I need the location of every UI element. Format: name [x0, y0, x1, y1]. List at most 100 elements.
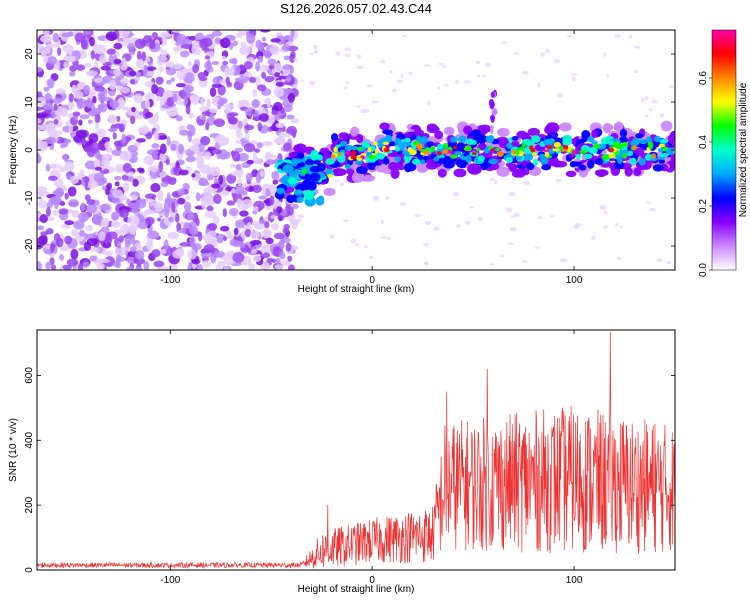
noise-blob [122, 106, 131, 111]
signal-blob [367, 146, 372, 153]
noise-blob [120, 223, 130, 235]
signal-blob [633, 167, 642, 177]
noise-blob [268, 64, 275, 70]
noise-blob [248, 76, 257, 83]
noise-blob [132, 178, 139, 187]
noise-blob [127, 144, 139, 153]
faint-blob [646, 201, 652, 204]
noise-blob [203, 244, 215, 253]
faint-blob [616, 256, 622, 260]
signal-blob [373, 141, 378, 146]
noise-blob [177, 188, 185, 197]
noise-blob [113, 68, 121, 77]
noise-blob [52, 97, 62, 105]
signal-blob [485, 135, 494, 143]
noise-blob [119, 30, 130, 38]
noise-blob [196, 158, 205, 168]
signal-blob [603, 124, 614, 132]
signal-blob [420, 159, 426, 165]
noise-blob [254, 148, 261, 153]
signal-blob [383, 157, 390, 165]
signal-blob [545, 138, 555, 146]
noise-blob [69, 175, 79, 185]
noise-blob [286, 125, 297, 136]
noise-blob [157, 266, 170, 270]
noise-blob [62, 264, 73, 270]
noise-blob [93, 158, 101, 168]
noise-blob [158, 161, 164, 172]
noise-blob [101, 185, 107, 191]
noise-blob [209, 112, 215, 119]
noise-blob [136, 138, 146, 143]
noise-blob [69, 71, 76, 77]
signal-blob [477, 124, 492, 134]
signal-blob [394, 156, 401, 162]
noise-blob [206, 205, 214, 212]
noise-blob [157, 190, 164, 202]
noise-blob [151, 143, 160, 149]
signal-blob [484, 146, 490, 153]
noise-blob [64, 192, 69, 200]
signal-blob [667, 133, 675, 143]
signal-blob [364, 143, 371, 148]
signal-blob [349, 126, 360, 137]
faint-blob [634, 45, 641, 49]
noise-blob [273, 232, 285, 240]
signal-blob [622, 153, 628, 159]
faint-blob [389, 69, 393, 74]
signal-blob [497, 127, 510, 137]
noise-blob [133, 141, 142, 147]
signal-blob [546, 145, 553, 150]
noise-blob [222, 60, 228, 66]
noise-blob [170, 77, 175, 82]
colorbar: 0.0 0.2 0.4 0.6 Normalized spectral amplitu… [698, 29, 749, 277]
faint-blob [481, 74, 487, 78]
signal-blob [287, 176, 298, 185]
faint-blob [599, 205, 607, 211]
signal-blob [387, 141, 397, 147]
noise-blob [37, 261, 42, 270]
noise-blob [89, 142, 100, 154]
noise-blob [229, 163, 236, 169]
signal-blob [282, 164, 294, 174]
noise-blob [68, 93, 74, 103]
noise-blob [52, 33, 60, 43]
noise-blob [90, 50, 95, 60]
noise-blob [200, 115, 207, 120]
noise-blob [84, 175, 89, 187]
noise-blob [113, 42, 123, 50]
noise-blob [244, 124, 255, 131]
noise-blob [111, 198, 121, 204]
noise-blob [271, 109, 279, 116]
noise-blob [146, 71, 155, 77]
noise-blob [183, 72, 195, 84]
noise-blob [278, 239, 285, 250]
noise-blob [283, 55, 290, 61]
noise-blob [132, 215, 140, 226]
x-tick-label: -100 [160, 275, 180, 286]
signal-blob [635, 147, 645, 156]
noise-blob [62, 44, 74, 53]
noise-blob [275, 81, 285, 87]
noise-blob [109, 99, 120, 109]
noise-blob [145, 132, 153, 140]
noise-blob [65, 55, 77, 63]
noise-blob [94, 44, 107, 55]
noise-blob [37, 112, 49, 118]
signal-blob [333, 147, 338, 153]
noise-blob [78, 212, 90, 222]
signal-blob [337, 152, 343, 156]
noise-blob [273, 101, 283, 112]
signal-blob [382, 129, 394, 135]
noise-blob [171, 30, 184, 33]
signal-blob [579, 164, 587, 171]
noise-blob [106, 182, 113, 190]
noise-blob [251, 157, 262, 165]
noise-blob [45, 163, 51, 172]
faint-blob [356, 104, 361, 109]
noise-blob [279, 131, 285, 140]
noise-blob [44, 92, 52, 102]
faint-blob [334, 180, 340, 183]
noise-blob [259, 30, 271, 33]
noise-blob [290, 30, 295, 38]
